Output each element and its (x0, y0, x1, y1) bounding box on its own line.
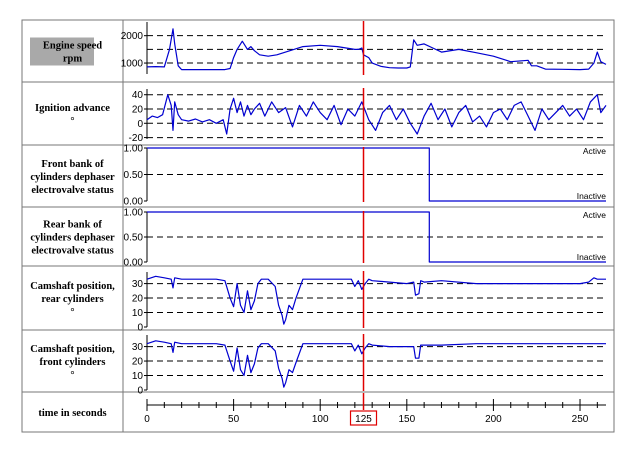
y-tick-label: 10 (132, 371, 144, 382)
time-tick-label: 100 (312, 414, 329, 425)
y-tick-label: 30 (132, 342, 144, 353)
state-label-active: Active (583, 146, 606, 156)
panel-label: ° (70, 116, 74, 127)
series-line (146, 94, 607, 135)
panel-label: ° (70, 307, 74, 318)
y-tick-label: -20 (129, 133, 144, 144)
y-tick-label: 0 (137, 323, 143, 334)
panel-label: cylinders dephaser (30, 172, 115, 183)
series-line (146, 28, 607, 71)
y-tick-label: 40 (132, 90, 144, 101)
time-tick-label: 50 (228, 414, 240, 425)
time-tick-label: 150 (398, 414, 415, 425)
series-line (147, 147, 606, 202)
time-tick-label: 200 (485, 414, 502, 425)
panel-label: rear cylinders (41, 294, 103, 305)
panel-label: electrovalve status (31, 185, 113, 196)
y-tick-label: 0.50 (124, 233, 144, 244)
state-label-inactive: Inactive (577, 191, 607, 201)
panel-label: Front bank of (41, 159, 104, 170)
y-tick-label: 1000 (121, 59, 144, 70)
time-axis-label: time in seconds (38, 408, 106, 419)
y-tick-label: 0 (137, 386, 143, 397)
table-border (21, 19, 615, 433)
panel-label: Ignition advance (35, 103, 110, 114)
y-tick-label: 10 (132, 308, 144, 319)
panel-label: Engine speed (43, 41, 102, 52)
series-line (146, 340, 606, 388)
y-tick-label: 20 (132, 357, 144, 368)
y-tick-label: 1.00 (124, 208, 144, 219)
time-tick-label: 125 (355, 414, 372, 425)
time-tick-label: 0 (144, 414, 150, 425)
y-tick-label: 0.00 (124, 258, 144, 269)
state-label-inactive: Inactive (577, 252, 607, 262)
current-time-box (349, 410, 378, 426)
label-highlight (30, 37, 94, 66)
state-label-active: Active (583, 210, 606, 220)
series-line (147, 211, 606, 263)
panel-label: ° (70, 370, 74, 381)
panel-label: Camshaft position, (30, 281, 115, 292)
time-tick-label: 250 (572, 414, 589, 425)
series-line (146, 275, 606, 325)
y-tick-label: 0.00 (124, 197, 144, 208)
panel-label: Rear bank of (43, 220, 102, 231)
panel-label: cylinders dephaser (30, 233, 115, 244)
y-tick-label: 1.00 (124, 144, 144, 155)
panel-label: electrovalve status (31, 246, 113, 257)
panel-label: rpm (63, 54, 83, 65)
y-tick-label: 0 (137, 119, 143, 130)
y-tick-label: 30 (132, 279, 144, 290)
y-tick-label: 0.50 (124, 170, 144, 181)
y-tick-label: 20 (132, 105, 144, 116)
y-tick-label: 2000 (121, 31, 144, 42)
panel-label: Camshaft position, (30, 344, 115, 355)
panel-label: front cylinders (39, 357, 105, 368)
y-tick-label: 20 (132, 294, 144, 305)
